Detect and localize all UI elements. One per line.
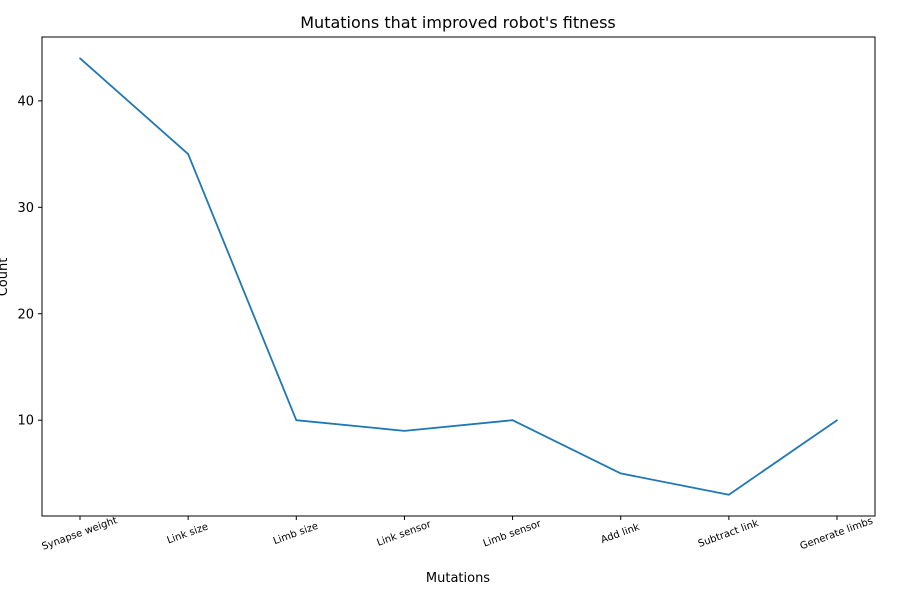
chart-title: Mutations that improved robot's fitness [300, 13, 616, 32]
y-tick-label: 30 [17, 201, 34, 216]
x-tick-label: Subtract link [697, 518, 761, 550]
data-point [79, 57, 81, 60]
x-tick-label: Generate limbs [799, 516, 875, 553]
x-tick-label: Limb sensor [482, 518, 544, 549]
data-point [619, 472, 622, 475]
x-axis-ticks: Synapse weight Link size Limb size Link sen… [40, 515, 874, 552]
y-tick-label: 40 [17, 94, 34, 109]
x-axis-label: Mutations [426, 571, 490, 586]
x-tick-label: Synapse weight [40, 515, 118, 552]
y-tick-label: 10 [17, 414, 34, 429]
y-axis-label: Count [0, 258, 11, 297]
data-point [187, 153, 189, 155]
x-tick-label: Link size [166, 521, 210, 546]
data-point [728, 493, 730, 496]
x-tick-label: Link sensor [375, 519, 433, 549]
data-point [511, 419, 514, 422]
data-point [836, 419, 838, 422]
data-point [403, 430, 406, 432]
x-tick-label: Limb size [272, 521, 320, 547]
data-point [295, 419, 298, 422]
y-tick-label: 20 [17, 307, 34, 322]
x-tick-label: Add link [600, 522, 642, 546]
series-line [79, 57, 838, 496]
plot-area-frame [41, 36, 876, 517]
data-points [79, 57, 838, 496]
y-axis-ticks: 10 20 30 40 [17, 94, 42, 429]
